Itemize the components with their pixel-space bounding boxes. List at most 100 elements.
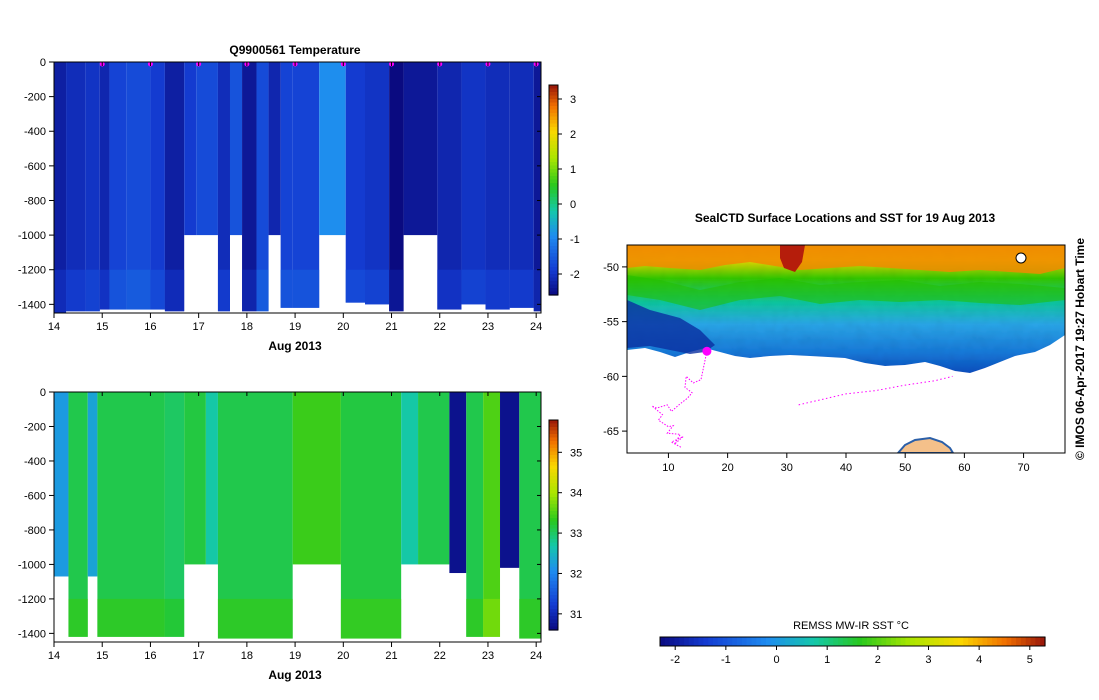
profile-cell-deep <box>217 598 293 639</box>
profile-cell <box>68 392 88 637</box>
sst-colorbar-segment <box>818 637 825 646</box>
profile-cell-deep <box>365 269 390 305</box>
x-tick-label: 21 <box>385 650 397 662</box>
sst-colorbar-segment <box>915 637 921 646</box>
sst-colorbar-segment <box>688 637 695 646</box>
colorbar-segment <box>549 218 558 223</box>
colorbar-segment <box>549 225 558 230</box>
sst-colorbar-segment <box>1040 637 1046 646</box>
sst-colorbar-segment <box>891 637 897 646</box>
sst-colorbar-segment <box>838 637 844 646</box>
sst-colorbar-segment <box>943 637 950 646</box>
colorbar-segment <box>549 546 558 551</box>
sst-colorbar-segment <box>814 637 820 646</box>
map-x-tick-label: 30 <box>781 462 793 474</box>
colorbar-segment <box>549 99 558 104</box>
map-x-tick-label: 10 <box>662 462 674 474</box>
colorbar-segment <box>549 444 558 449</box>
temperature-colorbar: 3 2 1 0 -1 -2 <box>548 84 580 296</box>
colorbar-segment <box>549 148 558 153</box>
profile-cell-deep <box>109 269 127 310</box>
colorbar-segment <box>549 239 558 244</box>
colorbar-segment <box>549 151 558 156</box>
sst-colorbar-segment <box>708 637 714 646</box>
sst-colorbar-segment <box>1016 637 1022 646</box>
colorbar-segment <box>549 207 558 212</box>
sst-colorbar-segment <box>876 637 882 646</box>
profile-cell <box>509 62 534 308</box>
colorbar-frame <box>548 84 559 296</box>
colorbar-segment <box>549 535 558 540</box>
x-tick-label: 14 <box>48 650 60 662</box>
colorbar-tick-label: 33 <box>570 528 582 540</box>
colorbar-segment <box>549 612 558 617</box>
y-tick-label: -400 <box>24 126 46 138</box>
x-tick-label: 15 <box>96 321 108 333</box>
x-tick-label: 15 <box>96 650 108 662</box>
profile-cell <box>403 62 438 236</box>
sst-colorbar-tick-label: 4 <box>976 654 982 666</box>
sst-colorbar: -2 -1 0 1 2 3 4 5 <box>659 636 1046 666</box>
colorbar-frame <box>548 419 559 631</box>
sst-colorbar-segment <box>1006 637 1012 646</box>
x-tick-label: 16 <box>144 650 156 662</box>
temperature-profiles <box>54 62 541 313</box>
profile-cell <box>150 62 165 310</box>
colorbar-segment <box>549 588 558 593</box>
sst-colorbar-segment <box>977 637 984 646</box>
sst-colorbar-segment <box>948 637 955 646</box>
profile-cell <box>268 62 281 236</box>
profile-cell-deep <box>242 269 257 312</box>
profile-cell-deep <box>97 598 165 637</box>
x-tick-label: 18 <box>241 650 253 662</box>
profile-cell <box>466 392 484 637</box>
profile-cell <box>280 62 293 308</box>
sst-map-title: SealCTD Surface Locations and SST for 19… <box>695 211 996 225</box>
sst-colorbar-segment <box>905 637 911 646</box>
profile-cell <box>437 62 462 310</box>
sst-colorbar-segment <box>809 637 815 646</box>
map-x-tick-label: 50 <box>899 462 911 474</box>
profile-cell-deep <box>483 598 501 637</box>
colorbar-segment <box>549 595 558 600</box>
profile-cell <box>418 392 450 565</box>
profile-cell <box>164 392 185 637</box>
sst-colorbar-segment <box>765 637 772 646</box>
profile-cell-deep <box>85 269 100 312</box>
colorbar-segment <box>549 518 558 523</box>
profile-cell <box>401 392 419 565</box>
colorbar-segment <box>549 602 558 607</box>
colorbar-segment <box>549 437 558 442</box>
x-tick-label: 23 <box>482 321 494 333</box>
colorbar-segment <box>549 197 558 202</box>
colorbar-segment <box>549 228 558 233</box>
profile-cell <box>449 392 467 574</box>
colorbar-segment <box>549 514 558 519</box>
sst-colorbar-segment <box>698 637 704 646</box>
colorbar-segment <box>549 626 558 631</box>
y-tick-label: -1400 <box>18 299 46 311</box>
sst-colorbar-segment <box>828 637 834 646</box>
colorbar-segment <box>549 260 558 265</box>
map-y-tick-label: -60 <box>603 371 619 383</box>
colorbar-segment <box>549 183 558 188</box>
profile-cell-deep <box>340 598 402 639</box>
colorbar-tick-label: 32 <box>570 568 582 580</box>
x-tick-label: 23 <box>482 650 494 662</box>
colorbar-segment <box>549 120 558 125</box>
map-x-tick-label: 70 <box>1017 462 1029 474</box>
profile-cell <box>242 62 257 312</box>
x-tick-label: 19 <box>289 650 301 662</box>
colorbar-segment <box>549 476 558 481</box>
sst-colorbar-segment <box>799 637 805 646</box>
colorbar-segment <box>549 176 558 181</box>
colorbar-segment <box>549 235 558 240</box>
colorbar-segment <box>549 563 558 568</box>
sst-colorbar-segment <box>924 637 931 646</box>
sst-colorbar-tick-label: 0 <box>773 654 779 666</box>
profile-cell <box>461 62 486 305</box>
salinity-panel: 14 15 16 17 18 19 20 21 22 23 24 0 -200 -400 -600 -800 -… <box>18 387 582 682</box>
sst-colorbar-tick-label: -2 <box>670 654 680 666</box>
sst-colorbar-tick-label: 2 <box>875 654 881 666</box>
y-tick-label: -400 <box>24 456 46 468</box>
